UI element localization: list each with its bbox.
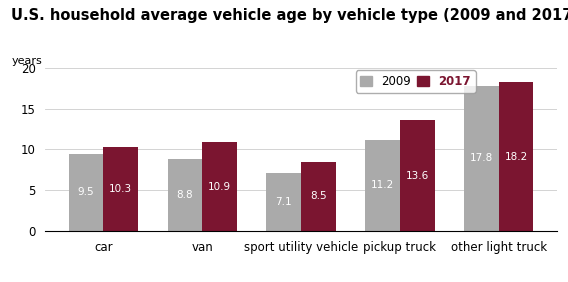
Text: 8.5: 8.5 [310, 191, 327, 201]
Text: 9.5: 9.5 [78, 188, 94, 197]
Bar [168, 159, 202, 231]
Bar [202, 142, 237, 231]
Text: 7.1: 7.1 [275, 197, 292, 207]
Text: 10.9: 10.9 [208, 182, 231, 192]
Bar [464, 86, 499, 231]
Text: years: years [11, 56, 42, 66]
Text: 10.3: 10.3 [109, 184, 132, 194]
Text: 11.2: 11.2 [371, 180, 394, 190]
Bar [499, 82, 533, 231]
Text: 8.8: 8.8 [177, 190, 193, 200]
Text: 13.6: 13.6 [406, 171, 429, 181]
Bar [301, 162, 336, 231]
Text: U.S. household average vehicle age by vehicle type (2009 and 2017): U.S. household average vehicle age by ve… [11, 8, 568, 23]
Text: 18.2: 18.2 [504, 152, 528, 162]
Bar [69, 153, 103, 231]
Bar [266, 173, 301, 231]
Bar [400, 120, 435, 231]
Legend: 2009, 2017: 2009, 2017 [356, 70, 475, 93]
Bar [365, 140, 400, 231]
Bar [103, 147, 138, 231]
Text: 17.8: 17.8 [470, 153, 493, 164]
